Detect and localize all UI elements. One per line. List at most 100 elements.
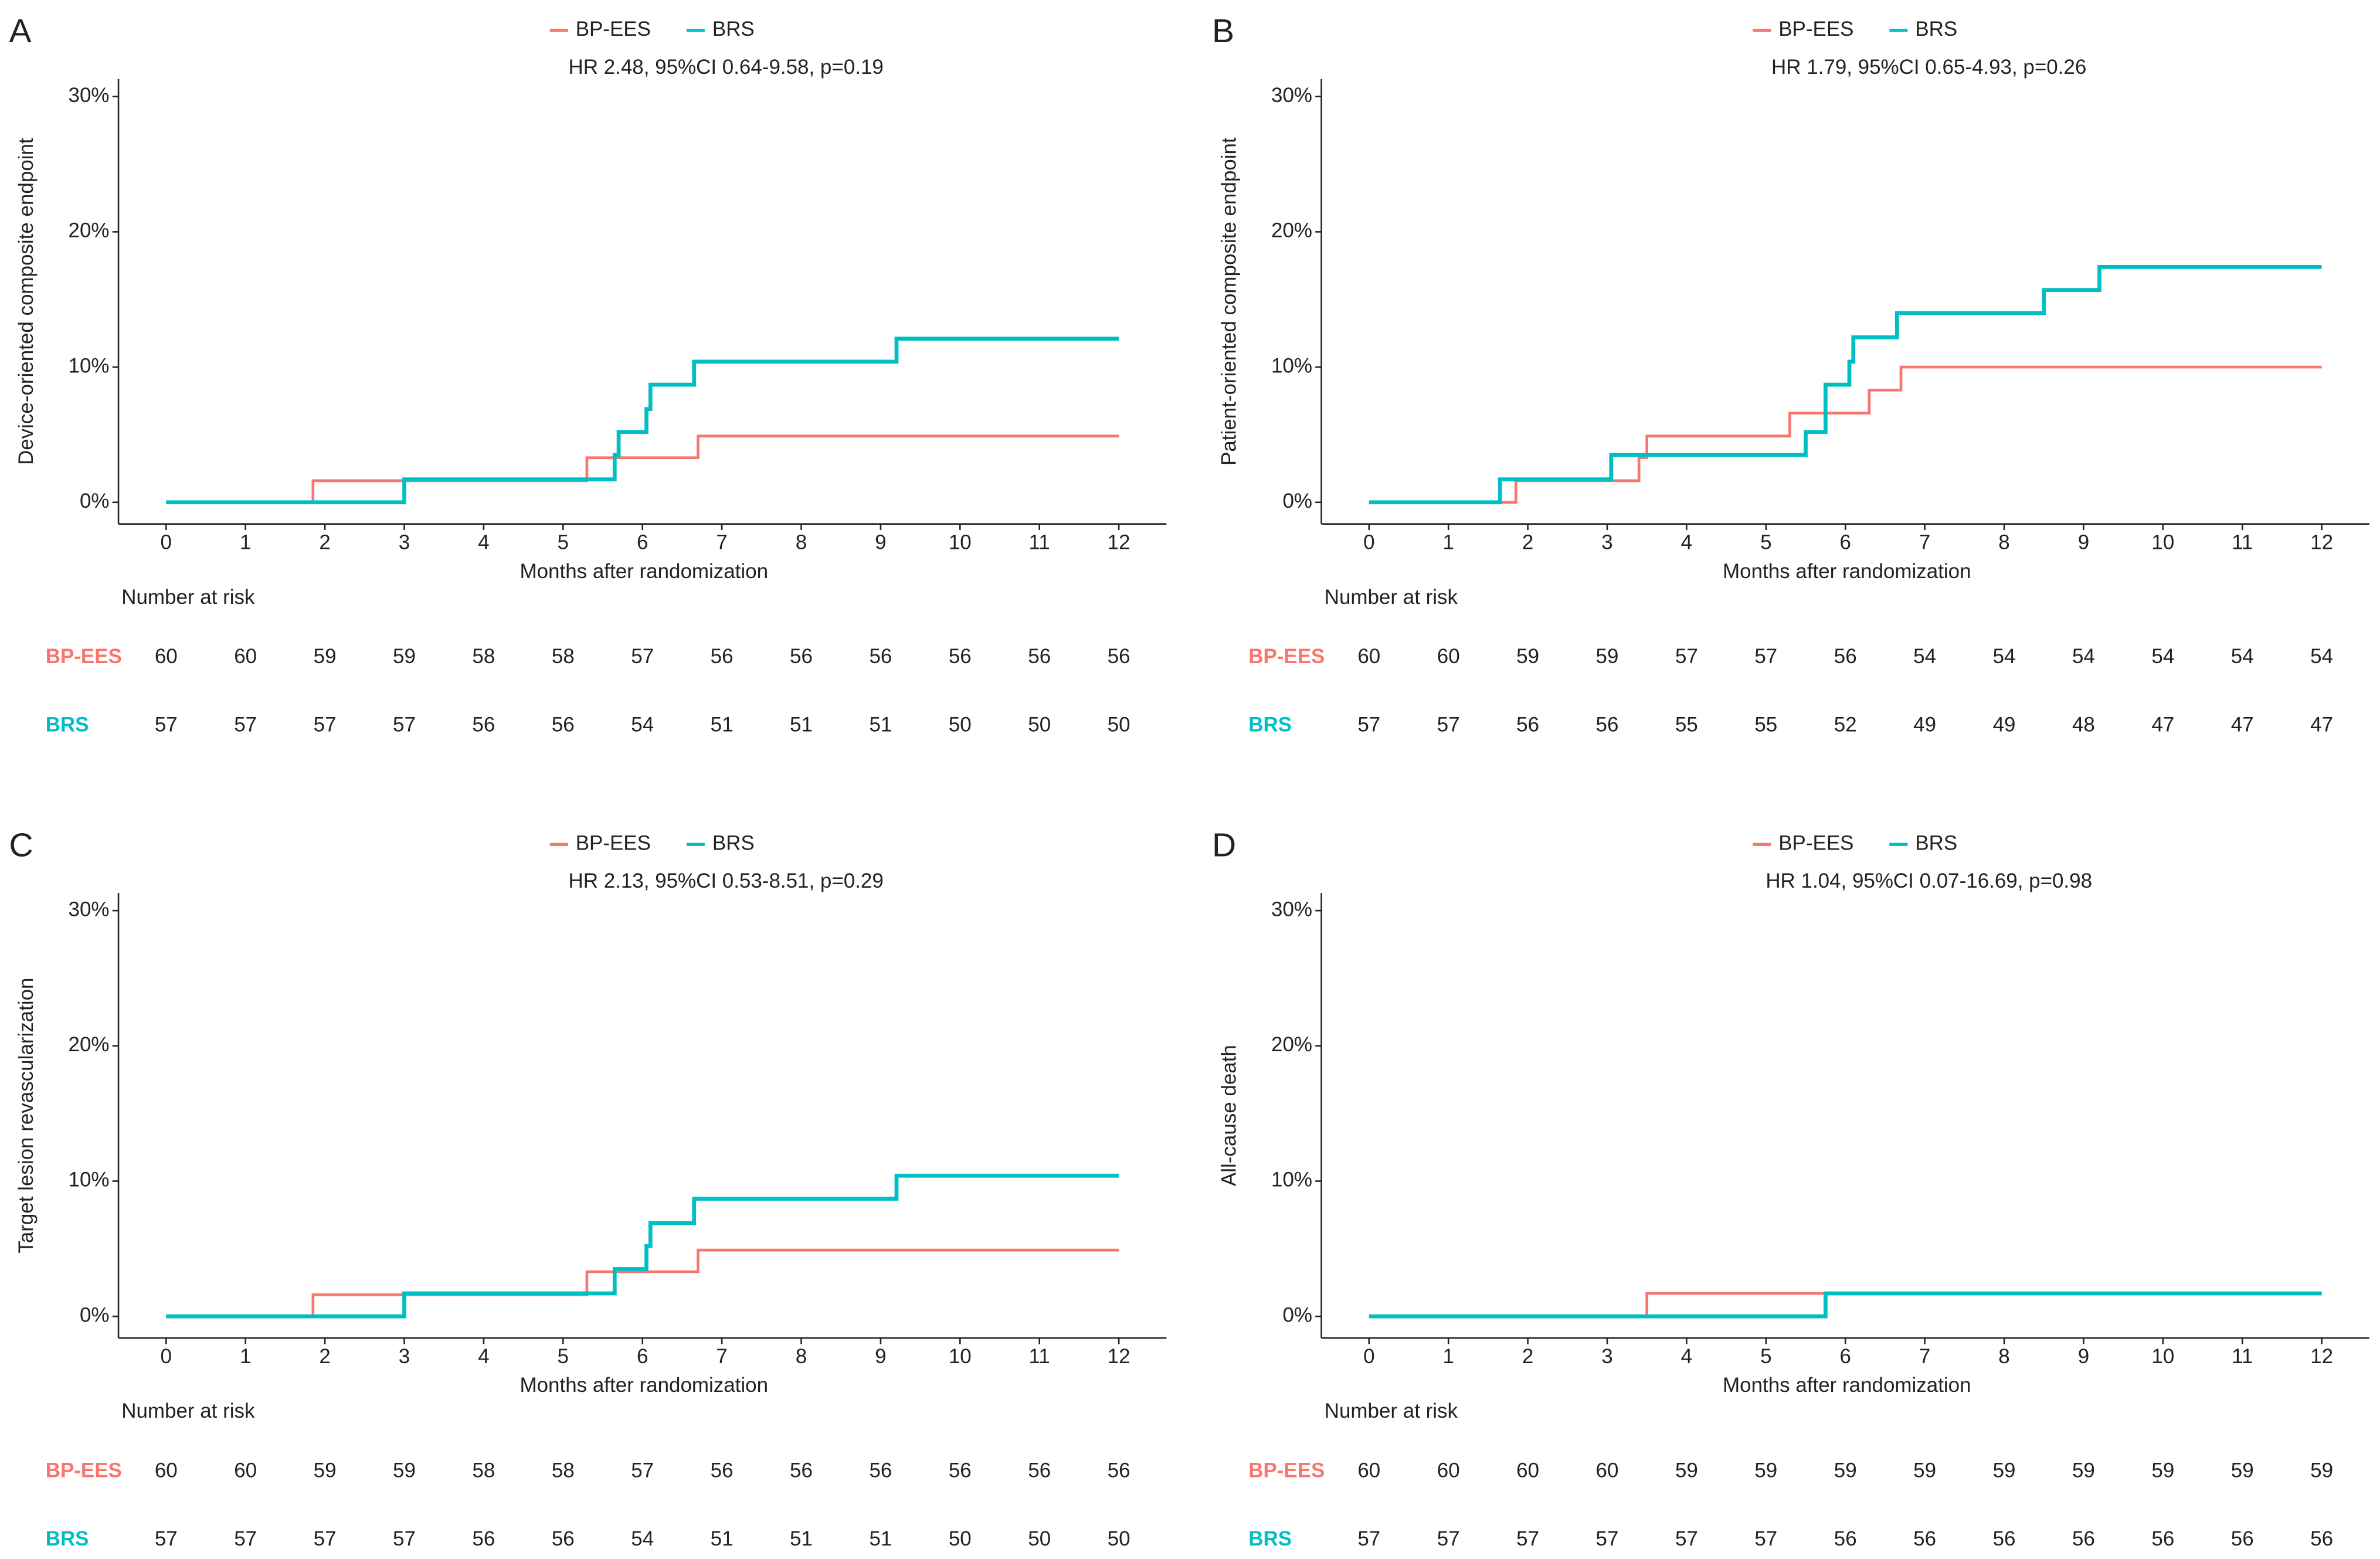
risk-value: 51 [869, 1527, 892, 1550]
km-curve [1369, 1291, 2322, 1319]
risk-value: 50 [1028, 713, 1051, 736]
x-tick-label: 7 [716, 531, 727, 554]
risk-value: 59 [2151, 1459, 2174, 1482]
x-tick-label: 6 [1839, 1345, 1851, 1368]
risk-value: 56 [1028, 1459, 1051, 1482]
x-tick-label: 12 [1108, 531, 1130, 554]
y-tick-label: 30% [1271, 898, 1312, 921]
risk-value: 56 [2310, 1527, 2333, 1550]
risk-value: 60 [234, 1459, 257, 1482]
x-tick-label: 1 [240, 531, 251, 554]
x-tick-label: 2 [1522, 531, 1533, 554]
risk-value: 48 [2072, 713, 2095, 736]
risk-value: 49 [1913, 713, 1936, 736]
annotation: HR 1.79, 95%CI 0.65-4.93, p=0.26 [1771, 56, 2086, 79]
risk-value: 57 [155, 1527, 178, 1550]
legend-label: BP-EES [576, 831, 651, 854]
risk-value: 57 [1516, 1527, 1539, 1550]
risk-row-label: BRS [1248, 1527, 1292, 1550]
x-tick-label: 4 [1681, 1345, 1692, 1368]
risk-value: 56 [869, 645, 892, 668]
risk-value: 57 [234, 1527, 257, 1550]
x-tick-label: 10 [949, 531, 972, 554]
annotation: HR 1.04, 95%CI 0.07-16.69, p=0.98 [1766, 869, 2092, 892]
risk-value: 60 [1596, 1459, 1619, 1482]
km-curve [166, 1248, 1119, 1318]
panel-label: D [1212, 826, 1236, 864]
x-tick-label: 8 [796, 531, 807, 554]
risk-title: Number at risk [1325, 586, 1458, 609]
annotation: HR 2.13, 95%CI 0.53-8.51, p=0.29 [569, 869, 884, 892]
risk-value: 59 [2310, 1459, 2333, 1482]
risk-value: 56 [552, 1527, 575, 1550]
x-tick-label: 0 [1363, 531, 1374, 554]
y-tick-label: 30% [1271, 84, 1312, 107]
risk-value: 60 [1357, 1459, 1380, 1482]
risk-value: 51 [869, 713, 892, 736]
risk-value: 59 [393, 645, 416, 668]
risk-value: 54 [1993, 645, 2016, 668]
x-tick-label: 3 [1601, 1345, 1612, 1368]
risk-value: 56 [2151, 1527, 2174, 1550]
risk-title: Number at risk [121, 586, 255, 609]
x-tick-label: 0 [1363, 1345, 1374, 1368]
risk-value: 54 [631, 1527, 654, 1550]
risk-value: 57 [1357, 713, 1380, 736]
risk-value: 54 [1913, 645, 1936, 668]
risk-value: 54 [2151, 645, 2174, 668]
x-tick-label: 3 [1601, 531, 1612, 554]
risk-value: 59 [1993, 1459, 2016, 1482]
risk-value: 56 [869, 1459, 892, 1482]
x-tick-label: 1 [1442, 1345, 1454, 1368]
risk-value: 56 [711, 645, 734, 668]
risk-value: 60 [1437, 1459, 1460, 1482]
risk-value: 59 [1516, 645, 1539, 668]
risk-value: 59 [393, 1459, 416, 1482]
risk-value: 57 [631, 645, 654, 668]
risk-value: 56 [2231, 1527, 2254, 1550]
risk-value: 55 [1754, 713, 1777, 736]
x-tick-label: 11 [2232, 531, 2253, 554]
risk-value: 56 [472, 1527, 495, 1550]
y-tick-label: 30% [69, 898, 110, 921]
x-tick-label: 5 [1760, 531, 1771, 554]
y-axis-label: Device-oriented composite endpoint [15, 138, 38, 465]
annotation: HR 2.48, 95%CI 0.64-9.58, p=0.19 [569, 56, 884, 79]
risk-row-label: BRS [46, 1527, 89, 1550]
risk-value: 51 [711, 713, 734, 736]
risk-row-label: BP-EES [46, 1459, 122, 1482]
risk-value: 56 [790, 1459, 813, 1482]
risk-value: 60 [1357, 645, 1380, 668]
x-tick-label: 2 [319, 531, 330, 554]
y-tick-label: 0% [1282, 1303, 1312, 1326]
risk-value: 59 [1754, 1459, 1777, 1482]
risk-value: 56 [1028, 645, 1051, 668]
risk-value: 59 [314, 645, 337, 668]
risk-value: 56 [1834, 645, 1857, 668]
risk-value: 59 [1913, 1459, 1936, 1482]
risk-value: 57 [1437, 1527, 1460, 1550]
risk-value: 59 [1834, 1459, 1857, 1482]
risk-row-label: BP-EES [46, 645, 122, 668]
legend-label: BP-EES [1778, 831, 1853, 854]
risk-value: 52 [1834, 713, 1857, 736]
risk-value: 50 [949, 713, 972, 736]
risk-value: 56 [1993, 1527, 2016, 1550]
risk-value: 51 [790, 713, 813, 736]
x-tick-label: 3 [399, 1345, 410, 1368]
x-tick-label: 7 [716, 1345, 727, 1368]
risk-value: 56 [711, 1459, 734, 1482]
legend-label: BRS [1915, 831, 1957, 854]
panel: A BP-EES BRS HR 2.48, 95%CI 0.64-9.58, p=0.… [9, 12, 1167, 736]
legend-label: BRS [712, 831, 755, 854]
risk-value: 55 [1675, 713, 1698, 736]
panel-label: C [9, 826, 33, 864]
x-tick-label: 0 [161, 531, 172, 554]
risk-value: 50 [1108, 1527, 1130, 1550]
risk-value: 50 [949, 1527, 972, 1550]
risk-value: 56 [1834, 1527, 1857, 1550]
risk-value: 54 [631, 713, 654, 736]
risk-value: 59 [1675, 1459, 1698, 1482]
x-tick-label: 7 [1919, 531, 1930, 554]
risk-value: 56 [949, 1459, 972, 1482]
